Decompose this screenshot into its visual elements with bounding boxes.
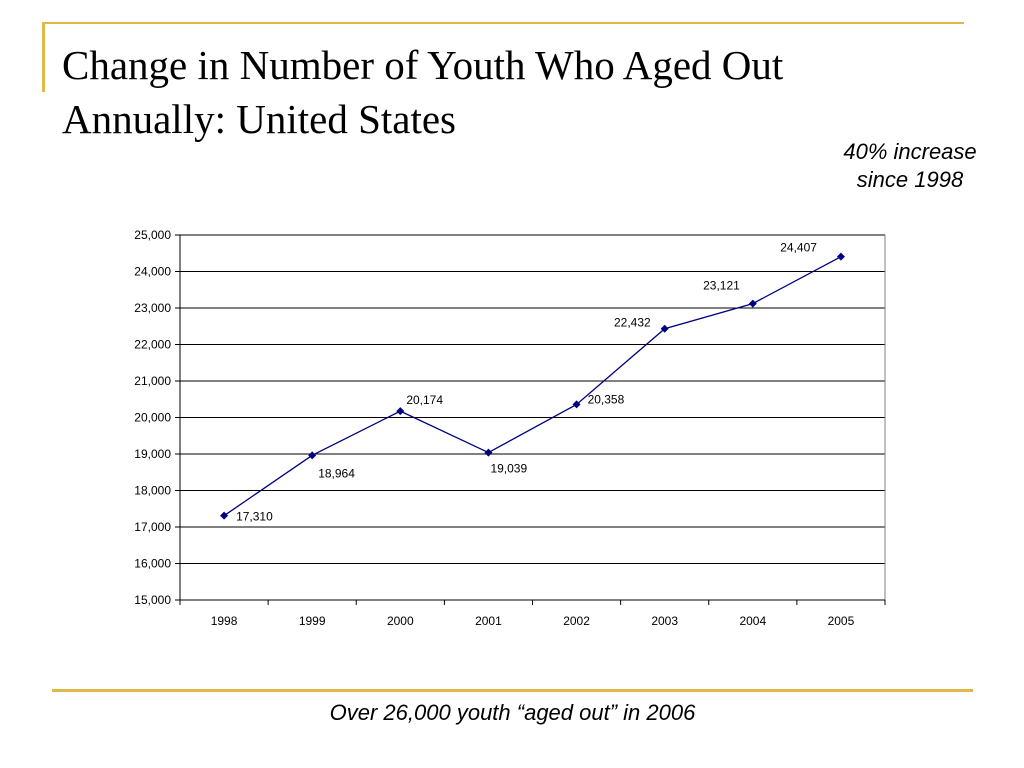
chart-data-labels: 17,310 18,964 20,174 19,039 20,358 22,432 23,1… (236, 241, 817, 524)
y-tick-label: 21,000 (134, 374, 171, 388)
x-tick-label: 2002 (563, 614, 590, 628)
data-label: 19,039 (490, 462, 527, 476)
data-point-marker (660, 324, 669, 333)
data-point-marker (396, 407, 405, 416)
data-point-marker (308, 451, 317, 460)
data-label: 23,121 (703, 279, 740, 293)
x-tick-label: 2005 (828, 614, 855, 628)
y-tick-label: 19,000 (134, 447, 171, 461)
y-tick-label: 22,000 (134, 338, 171, 352)
y-tick-label: 20,000 (134, 411, 171, 425)
data-label: 24,407 (780, 241, 817, 255)
data-label: 20,358 (588, 392, 625, 406)
accent-bar-vertical (42, 22, 45, 92)
slide-footer-note: Over 26,000 youth “aged out” in 2006 (329, 700, 696, 725)
chart-gridlines (180, 234, 885, 564)
data-label: 17,310 (236, 510, 273, 524)
data-label: 22,432 (614, 316, 651, 330)
increase-callout: 40% increase since 1998 (820, 138, 1000, 194)
y-tick-label: 17,000 (134, 520, 171, 534)
data-label: 18,964 (318, 466, 355, 480)
slide-title: Change in Number of Youth Who Aged Out A… (62, 42, 784, 142)
data-point-marker (836, 252, 845, 261)
x-axis-ticks: 1998 1999 2000 2001 2002 2003 2004 2005 (179, 600, 886, 628)
y-tick-label: 23,000 (134, 301, 171, 315)
callout-line-2: since 1998 (856, 167, 964, 192)
y-tick-label: 15,000 (134, 593, 171, 607)
accent-line-bottom (52, 689, 973, 692)
y-tick-label: 24,000 (134, 265, 171, 279)
x-tick-label: 2000 (387, 614, 414, 628)
x-tick-label: 2001 (475, 614, 502, 628)
y-axis-ticks: 15,000 16,000 17,000 18,000 19,000 20,000 21,0… (134, 228, 180, 607)
y-tick-label: 16,000 (134, 557, 171, 571)
y-tick-label: 25,000 (134, 228, 171, 242)
accent-line-top (42, 22, 964, 24)
data-point-marker (748, 299, 757, 308)
y-tick-label: 18,000 (134, 484, 171, 498)
chart-markers (220, 252, 845, 520)
data-point-marker (484, 448, 493, 457)
data-point-marker (220, 511, 229, 520)
chart-series (223, 256, 842, 517)
data-point-marker (572, 400, 581, 409)
series-line (223, 256, 842, 517)
x-tick-label: 1999 (299, 614, 326, 628)
data-label: 20,174 (406, 393, 443, 407)
x-tick-label: 1998 (211, 614, 238, 628)
x-tick-label: 2004 (739, 614, 766, 628)
x-tick-label: 2003 (651, 614, 678, 628)
callout-line-1: 40% increase (843, 139, 977, 164)
